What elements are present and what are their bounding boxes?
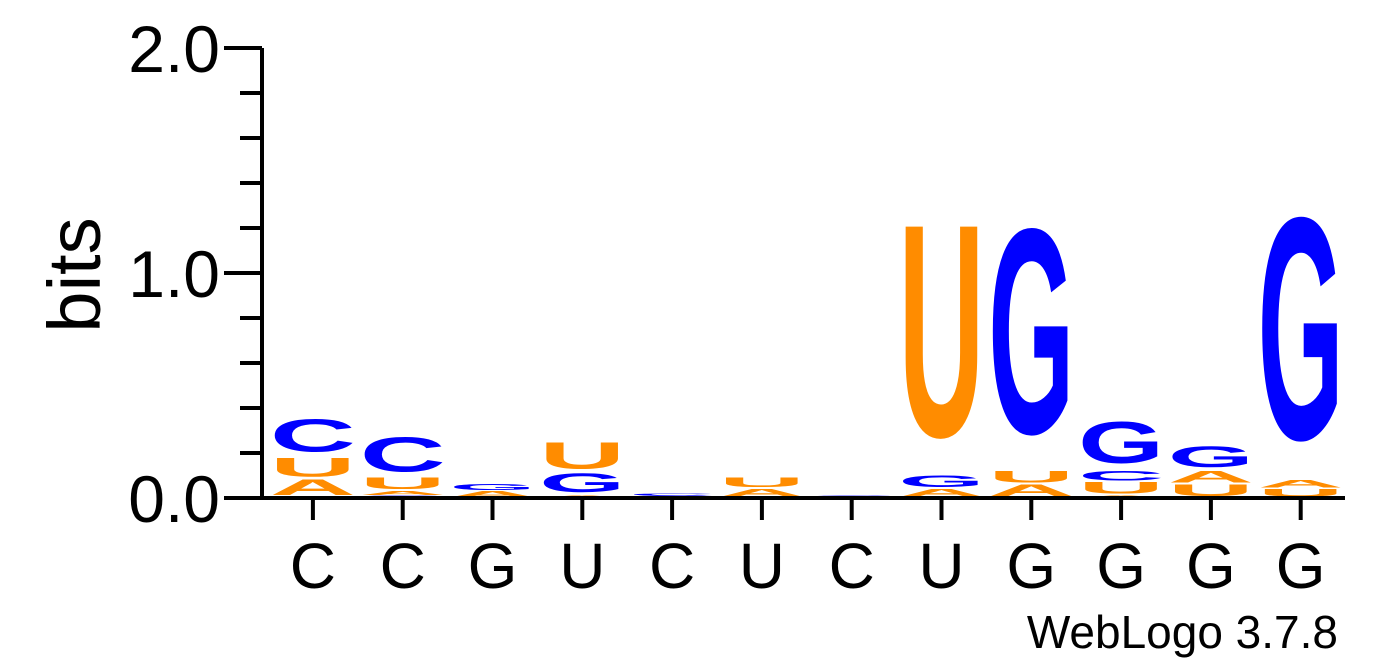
logo-letter-G: G (1078, 409, 1164, 476)
logo-letter-C: C (1078, 468, 1164, 483)
x-tick-label: U (739, 530, 785, 602)
x-tick-label: C (380, 530, 426, 602)
logo-letter-A: A (899, 487, 985, 499)
x-tick-label: C (829, 530, 875, 602)
logo-letter-A: A (988, 481, 1074, 499)
logo-letter-C: C (360, 428, 446, 482)
logo-letter-A: A (270, 476, 356, 500)
logo-letter-A: A (450, 490, 536, 499)
logo-letter-U: U (1168, 481, 1254, 499)
logo-stacks: AUCGAUCAGAGUGCAUCAGUAUGAUCGUAGUAG (270, 153, 1344, 507)
logo-letter-G: G (450, 483, 536, 492)
logo-letter-G: G (988, 167, 1074, 495)
x-tick-label: G (468, 530, 518, 602)
logo-letter-C: C (629, 493, 715, 496)
x-tick-label: U (918, 530, 964, 602)
x-tick-label: G (1006, 530, 1056, 602)
x-tick-label: G (1096, 530, 1146, 602)
logo-letter-G: G (539, 468, 625, 498)
logo-letter-A: A (1258, 478, 1344, 490)
y-tick-label: 0.0 (128, 462, 220, 536)
logo-letter-G: G (1258, 153, 1344, 507)
logo-letter-U: U (719, 475, 805, 490)
x-tick-label: G (1276, 530, 1326, 602)
logo-letter-U: U (270, 452, 356, 482)
logo-letter-U: U (988, 468, 1074, 486)
weblogo-credit: WebLogo 3.7.8 (1027, 606, 1338, 658)
y-axis-label: bits (33, 217, 116, 332)
logo-letter-U: U (539, 434, 625, 477)
logo-letter-G: G (1168, 441, 1254, 474)
logo-letter-A: A (719, 487, 805, 499)
y-tick-label: 1.0 (128, 237, 220, 311)
x-tick-label: G (1186, 530, 1236, 602)
logo-letter-U: U (899, 161, 985, 501)
x-tick-label: C (649, 530, 695, 602)
x-tick-label: C (290, 530, 336, 602)
x-tick-label: U (559, 530, 605, 602)
logo-letter-U: U (1078, 479, 1164, 497)
logo-letter-G: G (899, 472, 985, 490)
logo-letter-A: A (1168, 468, 1254, 486)
axes: 0.01.02.0C C G U C U C U G G G G (128, 12, 1345, 602)
logo-letter-A: A (360, 490, 446, 496)
logo-letter-U: U (1258, 487, 1344, 499)
logo-letter-U: U (360, 475, 446, 493)
logo-letter-C: C (270, 410, 356, 462)
y-tick-label: 2.0 (128, 12, 220, 86)
